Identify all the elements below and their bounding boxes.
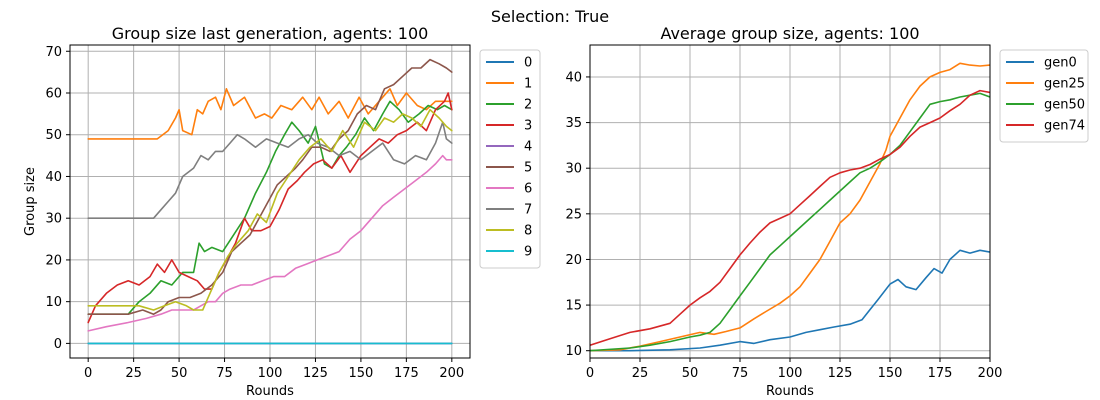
right-legend-label-gen50: gen50 [1044, 98, 1085, 113]
right-legend-label-gen74: gen74 [1044, 119, 1085, 134]
left-legend-label-2: 2 [524, 98, 532, 113]
right-x-tick-label: 50 [682, 366, 699, 381]
left-legend-label-3: 3 [524, 119, 532, 134]
right-x-tick-label: 200 [978, 366, 1003, 381]
left-series-line-3 [87, 92, 453, 324]
right-series-group [590, 62, 990, 352]
right-chart-title: Average group size, agents: 100 [660, 24, 919, 43]
left-x-tick-label: 25 [125, 366, 142, 381]
right-x-axis-label: Rounds [766, 384, 814, 399]
right-y-tick-label: 15 [565, 299, 582, 314]
right-x-tick-label: 100 [778, 366, 803, 381]
left-chart: 0 25 50 75 100 125 150 175 200010203040506070Gro… [23, 24, 541, 399]
left-x-tick-label: 125 [303, 366, 328, 381]
right-x-tick-label: 75 [732, 366, 749, 381]
left-legend-label-9: 9 [524, 245, 532, 260]
right-series-line-gen50 [590, 92, 990, 352]
left-series-line-6 [87, 154, 453, 332]
right-x-tick-label: 175 [928, 366, 953, 381]
left-chart-title: Group size last generation, agents: 100 [112, 24, 429, 43]
left-series-line-8 [87, 108, 453, 311]
left-y-tick-label: 50 [45, 128, 62, 143]
right-legend-label-gen0: gen0 [1044, 56, 1077, 71]
right-chart: 0 25 50 75 100 125 150 175 200 10 15 20 25 30 35 40 Aver… [565, 24, 1089, 399]
left-y-tick-label: 60 [45, 86, 62, 101]
left-y-tick-label: 30 [45, 212, 62, 227]
left-legend-label-0: 0 [524, 56, 532, 71]
right-legend: gen0 gen25 gen50 gen74 [999, 49, 1089, 143]
left-series-line-1 [87, 88, 453, 140]
left-y-tick-label: 10 [45, 295, 62, 310]
right-y-tick-label: 35 [565, 116, 582, 131]
left-series-line-2 [87, 100, 453, 315]
right-series-line-gen0 [590, 249, 990, 352]
left-x-tick-label: 100 [258, 366, 283, 381]
left-legend: 0 1 2 3 4 5 6 7 8 9 [479, 49, 541, 269]
figure-suptitle: Selection: True [491, 7, 609, 26]
right-x-tick-label: 125 [828, 366, 853, 381]
right-series-line-gen74 [590, 89, 990, 346]
right-legend-label-gen25: gen25 [1044, 77, 1085, 92]
right-y-tick-label: 25 [565, 207, 582, 222]
left-x-tick-label: 175 [394, 366, 419, 381]
left-y-axis-label: Group size [23, 167, 38, 236]
right-y-tick-label: 20 [565, 253, 582, 268]
left-x-tick-label: 200 [439, 366, 464, 381]
left-x-tick-label: 75 [216, 366, 233, 381]
left-y-tick-label: 40 [45, 170, 62, 185]
left-legend-label-5: 5 [524, 161, 532, 176]
left-x-axis-label: Rounds [246, 384, 294, 399]
right-x-tick-label: 0 [586, 366, 594, 381]
left-series-group [87, 58, 453, 345]
left-legend-label-1: 1 [524, 77, 532, 92]
left-x-tick-label: 150 [348, 366, 373, 381]
left-legend-label-6: 6 [524, 182, 532, 197]
right-x-tick-label: 150 [878, 366, 903, 381]
left-x-tick-label: 50 [171, 366, 188, 381]
left-legend-label-4: 4 [524, 140, 532, 155]
left-series-line-7 [87, 121, 453, 219]
left-y-tick-label: 20 [45, 253, 62, 268]
right-y-tick-label: 30 [565, 162, 582, 177]
left-legend-label-7: 7 [524, 203, 532, 218]
right-y-tick-label: 10 [565, 344, 582, 359]
left-y-tick-label: 0 [54, 337, 62, 352]
right-legend-box [999, 49, 1089, 143]
left-legend-label-8: 8 [524, 224, 532, 239]
right-x-tick-label: 25 [632, 366, 649, 381]
right-y-tick-label: 40 [565, 70, 582, 85]
left-y-tick-label: 70 [45, 45, 62, 60]
left-x-tick-label: 0 [84, 366, 92, 381]
